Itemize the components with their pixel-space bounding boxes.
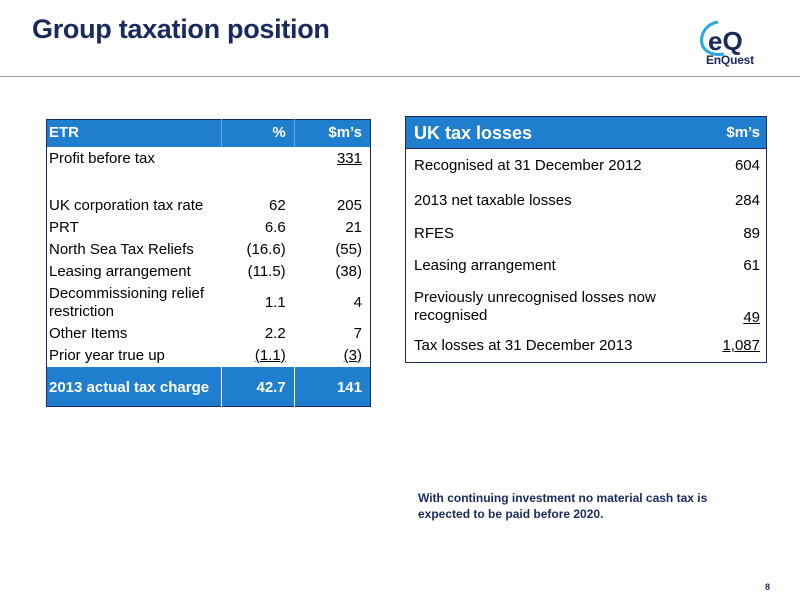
row-pct: (1.1) <box>254 346 286 364</box>
row-value: 7 <box>293 322 371 345</box>
table-row: Leasing arrangement 61 <box>406 249 767 283</box>
table-row: Profit before tax 331 <box>47 146 371 195</box>
etr-total-row: 2013 actual tax charge 42.7 141 <box>46 366 371 407</box>
cash-tax-note: With continuing investment no material c… <box>418 491 708 521</box>
table-row: Previously unrecognised losses now recog… <box>406 283 767 331</box>
table-row: PRT 6.6 21 <box>47 216 371 239</box>
row-label: Decommissioning relief restriction <box>49 284 205 320</box>
table-row: Other Items 2.2 7 <box>47 322 371 345</box>
total-label: 2013 actual tax charge <box>49 379 210 397</box>
losses-header-label: UK tax losses <box>414 122 533 143</box>
table-row: 2013 net taxable losses 284 <box>406 183 767 219</box>
logo-mark: eQ <box>708 26 743 56</box>
row-value: 205 <box>293 194 371 217</box>
table-row: Decommissioning relief restriction 1.1 4 <box>47 282 371 323</box>
uk-tax-losses-table: UK tax losses $m’s Recognised at 31 Dece… <box>405 116 767 363</box>
losses-header-row: UK tax losses $m’s <box>405 116 767 149</box>
row-value: (3) <box>343 346 362 364</box>
total-value: 141 <box>293 366 371 407</box>
row-label: Recognised at 31 December 2012 <box>414 156 642 174</box>
row-value: 331 <box>336 149 362 167</box>
total-pct: 42.7 <box>220 366 295 407</box>
row-value: 1,087 <box>722 337 760 355</box>
table-row: UK corporation tax rate 62 205 <box>47 194 371 217</box>
row-value: 89 <box>743 224 760 242</box>
row-value: 21 <box>293 216 371 239</box>
row-label: Leasing arrangement <box>49 262 191 280</box>
etr-header-value: $m’s <box>293 119 371 147</box>
table-row: Recognised at 31 December 2012 604 <box>405 148 767 183</box>
row-label: UK corporation tax rate <box>49 196 204 214</box>
row-value: 604 <box>734 156 760 174</box>
table-row: Leasing arrangement (11.5) (38) <box>47 260 371 283</box>
row-value: 49 <box>743 308 760 326</box>
row-pct: 2.2 <box>220 322 295 345</box>
row-label: RFES <box>414 224 455 242</box>
losses-header-value: $m’s <box>726 123 760 141</box>
row-value: (38) <box>293 260 371 283</box>
row-value: 284 <box>734 191 760 209</box>
enquest-logo: eQ <box>700 20 743 56</box>
row-value: (55) <box>293 238 371 261</box>
row-value: 61 <box>743 256 760 274</box>
table-row: RFES 89 <box>406 219 767 249</box>
row-label: Other Items <box>49 324 128 342</box>
etr-table: ETR % $m’s Profit before tax 331 UK corp… <box>46 119 371 407</box>
row-label: Profit before tax <box>49 149 155 167</box>
etr-header-label: ETR <box>49 124 79 142</box>
etr-header-pct: % <box>220 119 295 147</box>
row-pct <box>220 146 295 195</box>
table-row: Tax losses at 31 December 2013 1,087 <box>406 331 767 363</box>
etr-header-row: ETR % $m’s <box>46 119 371 147</box>
table-row: North Sea Tax Reliefs (16.6) (55) <box>47 238 371 261</box>
row-pct: 62 <box>220 194 295 217</box>
header-divider <box>0 76 800 77</box>
row-pct: (16.6) <box>220 238 295 261</box>
row-label: 2013 net taxable losses <box>414 191 572 209</box>
row-label: Leasing arrangement <box>414 256 556 274</box>
row-label: PRT <box>49 218 79 236</box>
row-label: North Sea Tax Reliefs <box>49 240 194 258</box>
row-pct: (11.5) <box>220 260 295 283</box>
row-label: Previously unrecognised losses now recog… <box>414 288 656 324</box>
table-row: Prior year true up (1.1) (3) <box>47 344 371 367</box>
logo-text: EnQuest <box>706 53 754 67</box>
page-title: Group taxation position <box>32 14 330 44</box>
row-label: Tax losses at 31 December 2013 <box>414 337 633 355</box>
page-number: 8 <box>765 582 771 592</box>
row-pct: 6.6 <box>220 216 295 239</box>
row-value: 4 <box>293 282 371 323</box>
row-label: Prior year true up <box>49 346 165 364</box>
row-pct: 1.1 <box>220 282 295 323</box>
